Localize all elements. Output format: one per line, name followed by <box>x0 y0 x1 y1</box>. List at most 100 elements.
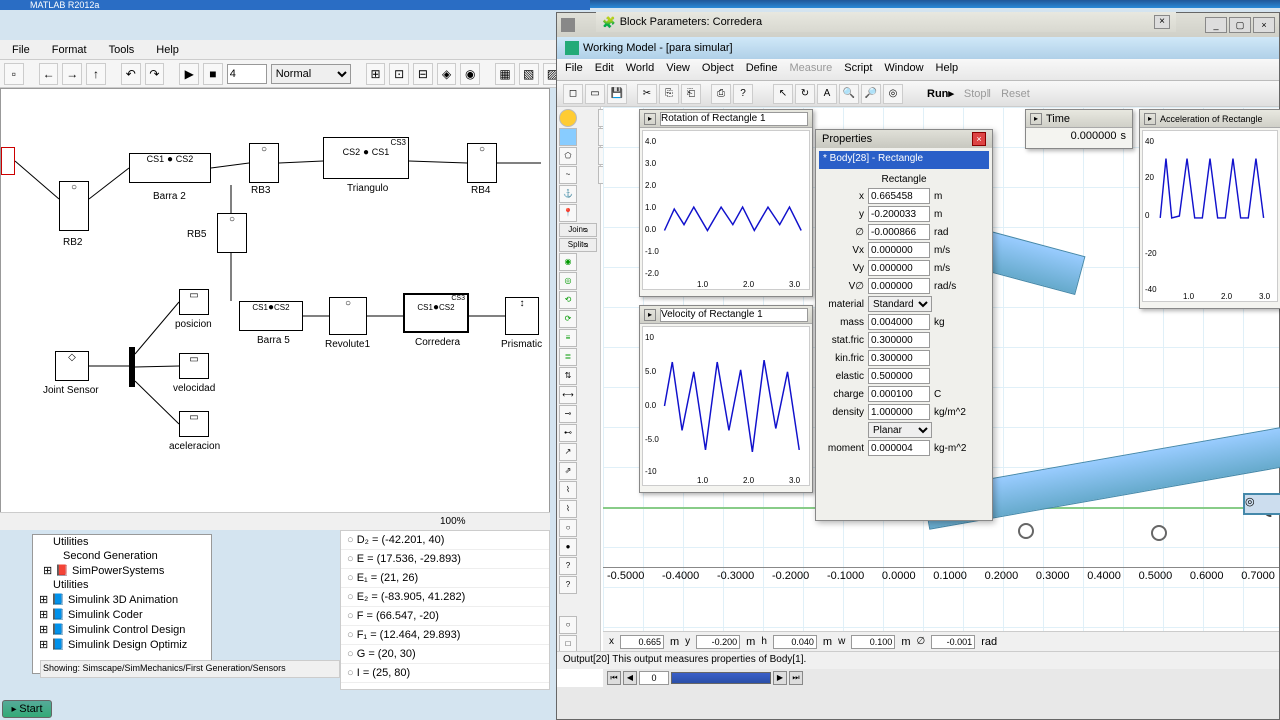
t2-icon[interactable]: ◎ <box>559 272 577 290</box>
sim-mode-select[interactable]: Normal <box>271 64 351 84</box>
list-item[interactable]: G = (20, 30) <box>341 645 549 664</box>
t11-icon[interactable]: ↗ <box>559 443 577 461</box>
tape-first-icon[interactable]: ⏮ <box>607 671 621 685</box>
split-button[interactable]: Splitᴓ <box>559 238 597 252</box>
t6-icon[interactable]: ≣ <box>559 348 577 366</box>
block-prismatic[interactable]: ↕ <box>505 297 539 335</box>
tree-item[interactable]: ⊞ 📘 Simulink 3D Animation <box>33 592 211 607</box>
tb-e[interactable]: ◉ <box>460 63 480 85</box>
text-icon[interactable]: A <box>817 84 837 104</box>
t16-icon[interactable]: ● <box>559 538 577 556</box>
block-corredera[interactable]: CS3 CS1●CS2 <box>403 293 469 333</box>
t15-icon[interactable]: ○ <box>559 519 577 537</box>
rotation-title-input[interactable] <box>660 112 808 126</box>
list-item[interactable]: E = (17.536, -29.893) <box>341 550 549 569</box>
tb-f[interactable]: ▦ <box>495 63 515 85</box>
curve-tool-icon[interactable]: ~ <box>559 166 577 184</box>
menu-help[interactable]: Help <box>152 42 183 57</box>
menu-format[interactable]: Format <box>48 42 91 57</box>
t1-icon[interactable]: ◉ <box>559 253 577 271</box>
tape-prev-icon[interactable]: ◀ <box>623 671 637 685</box>
pan-icon[interactable]: ◎ <box>883 84 903 104</box>
block-rb4[interactable]: ○ <box>467 143 497 183</box>
block-aceleracion[interactable]: ▭ <box>179 411 209 437</box>
arrow-icon[interactable]: ↖ <box>773 84 793 104</box>
stop-icon[interactable]: ■ <box>203 63 223 85</box>
close-icon[interactable]: × <box>1253 17 1275 33</box>
list-item[interactable]: I = (25, 80) <box>341 664 549 683</box>
coord-x-input[interactable] <box>620 635 664 649</box>
coord-w-input[interactable] <box>851 635 895 649</box>
block-barra5[interactable]: CS1●CS2 <box>239 301 303 331</box>
list-item[interactable]: E₁ = (21, 26) <box>341 569 549 588</box>
open-icon[interactable]: ▭ <box>585 84 605 104</box>
tape-next-icon[interactable]: ▶ <box>773 671 787 685</box>
prop-planar-select[interactable]: Planar <box>868 422 932 438</box>
tape-track[interactable] <box>671 672 771 684</box>
poly-tool-icon[interactable]: ⬠ <box>559 147 577 165</box>
paste-icon[interactable]: ⎗ <box>681 84 701 104</box>
wm-menu-help[interactable]: Help <box>936 62 959 77</box>
maximize-icon[interactable]: ▢ <box>1229 17 1251 33</box>
list-item[interactable]: D₂ = (-42.201, 40) <box>341 531 549 550</box>
save-icon[interactable]: 💾 <box>607 84 627 104</box>
wm-menu-window[interactable]: Window <box>884 62 923 77</box>
anchor-tool-icon[interactable]: ⚓ <box>559 185 577 203</box>
fwd-icon[interactable]: → <box>62 63 82 85</box>
velocity-title-input[interactable] <box>660 308 808 322</box>
coord-h-input[interactable] <box>773 635 817 649</box>
t13-icon[interactable]: ⌇ <box>559 481 577 499</box>
prop-kinfric-input[interactable] <box>868 350 930 366</box>
tree-item[interactable]: ⊞ 📘 Simulink Coder <box>33 607 211 622</box>
t8-icon[interactable]: ⟷ <box>559 386 577 404</box>
minimize-icon[interactable]: _ <box>1205 17 1227 33</box>
prop-vy-input[interactable] <box>868 260 930 276</box>
panel-toggle-icon[interactable]: ▸ <box>644 309 656 321</box>
block-velocidad[interactable]: ▭ <box>179 353 209 379</box>
sim-joint[interactable] <box>1018 523 1034 539</box>
sim-slider-body[interactable]: ◎ <box>1243 493 1280 515</box>
sim-time-input[interactable] <box>227 64 267 84</box>
props-close-icon[interactable]: × <box>972 132 986 146</box>
block-triangulo[interactable]: CS3 CS2 ● CS1 <box>323 137 409 179</box>
prop-x-input[interactable] <box>868 188 930 204</box>
wm-menu-object[interactable]: Object <box>702 62 734 77</box>
t4-icon[interactable]: ⟳ <box>559 310 577 328</box>
prop-material-select[interactable]: Standard <box>868 296 932 312</box>
block-params-titlebar[interactable]: 🧩 Block Parameters: Corredera × <box>596 12 1176 32</box>
dialog-close[interactable]: × <box>1154 15 1170 29</box>
rotate-icon[interactable]: ↻ <box>795 84 815 104</box>
library-tree[interactable]: Utilities Second Generation ⊞ 📕 SimPower… <box>32 534 212 674</box>
prop-density-input[interactable] <box>868 404 930 420</box>
t9-icon[interactable]: ⊸ <box>559 405 577 423</box>
redo-icon[interactable]: ↷ <box>145 63 165 85</box>
prop-charge-input[interactable] <box>868 386 930 402</box>
tree-item[interactable]: ⊞ 📕 SimPowerSystems <box>33 563 211 578</box>
prop-mass-input[interactable] <box>868 314 930 330</box>
points-list[interactable]: D₂ = (-42.201, 40) E = (17.536, -29.893)… <box>340 530 550 690</box>
wm-menu-world[interactable]: World <box>626 62 655 77</box>
prop-elastic-input[interactable] <box>868 368 930 384</box>
rotation-panel[interactable]: ▸ rot (rad) 4.0 3.0 2.0 1.0 0.0 -1.0 -2.… <box>639 109 813 297</box>
help-icon[interactable]: ? <box>733 84 753 104</box>
velocity-panel[interactable]: ▸ Vø (rad/s) 10 5.0 0.0 -5.0 -10 1.0 2.0… <box>639 305 813 493</box>
tree-item[interactable]: Utilities <box>33 535 211 549</box>
join-button[interactable]: Joinᴓ <box>559 223 597 237</box>
list-item[interactable]: F = (66.547, -20) <box>341 607 549 626</box>
tree-item[interactable]: Utilities <box>33 578 211 592</box>
list-item[interactable]: E₂ = (-83.905, 41.282) <box>341 588 549 607</box>
menu-tools[interactable]: Tools <box>105 42 139 57</box>
print-icon[interactable]: ⎙ <box>711 84 731 104</box>
props-selector[interactable]: * Body[28] - Rectangle <box>819 151 989 169</box>
t18-icon[interactable]: ? <box>559 576 577 594</box>
t7-icon[interactable]: ⇅ <box>559 367 577 385</box>
tree-item[interactable]: ⊞ 📘 Simulink Design Optimiz <box>33 637 211 652</box>
circle-tool-icon[interactable] <box>559 109 577 127</box>
cut-icon[interactable]: ✂ <box>637 84 657 104</box>
tb-c[interactable]: ⊟ <box>413 63 433 85</box>
t12-icon[interactable]: ⇗ <box>559 462 577 480</box>
block-revolute1[interactable]: ○ <box>329 297 367 335</box>
wm-menu-file[interactable]: File <box>565 62 583 77</box>
prop-phi-input[interactable] <box>868 224 930 240</box>
new-icon[interactable]: ◻ <box>563 84 583 104</box>
